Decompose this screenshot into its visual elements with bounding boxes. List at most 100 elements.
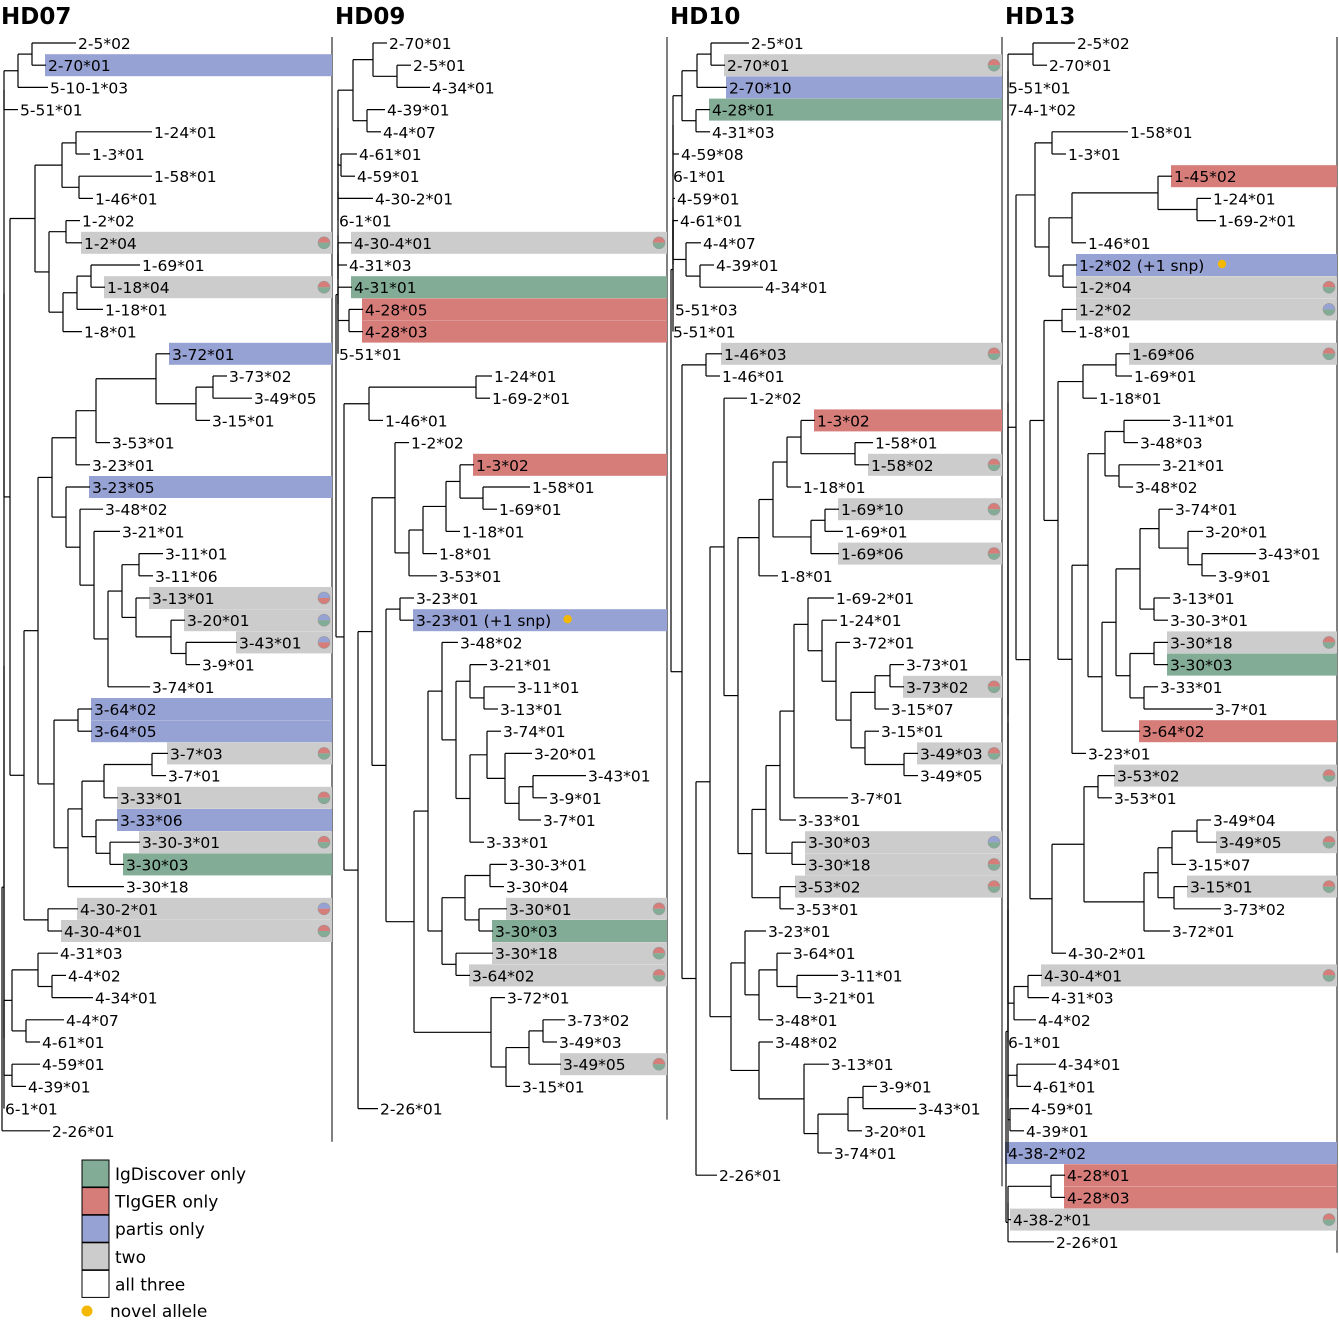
legend-label: partis only xyxy=(115,1220,205,1240)
pie-icon-bottom xyxy=(988,65,1000,72)
highlight-band-two xyxy=(236,631,332,654)
highlight-band-two xyxy=(903,675,1002,698)
leaf-label: 3-43*01 xyxy=(239,634,302,652)
pie-icon-top xyxy=(1323,347,1335,354)
leaf-label: 3-11*01 xyxy=(1172,412,1235,430)
pie-icon-bottom xyxy=(318,908,330,915)
leaf-label: 3-7*01 xyxy=(543,812,596,830)
leaf-label: 3-9*01 xyxy=(879,1078,932,1096)
leaf-label: 4-4*02 xyxy=(1038,1012,1091,1030)
pie-icon-outline xyxy=(652,236,666,250)
leaf-label: 4-31*03 xyxy=(60,945,123,963)
highlight-band-partis xyxy=(89,476,332,498)
leaf-label: 3-30*18 xyxy=(495,945,558,963)
pie-icon-top xyxy=(1323,303,1335,310)
leaf-label: 3-72*01 xyxy=(507,990,570,1008)
leaf-label: 3-9*01 xyxy=(1218,568,1271,586)
leaf-label: 3-53*01 xyxy=(796,901,859,919)
highlight-band-tigger xyxy=(1171,165,1337,188)
pie-icon-top xyxy=(1323,880,1335,887)
leaf-label: 4-30-2*01 xyxy=(80,901,158,919)
leaf-label: 1-69*10 xyxy=(841,501,904,519)
highlight-band-two xyxy=(139,831,332,854)
leaf-label: 3-48*02 xyxy=(775,1034,838,1052)
leaf-label: 3-73*02 xyxy=(229,368,292,386)
leaf-label: 3-11*01 xyxy=(840,967,903,985)
leaf-label: 4-61*01 xyxy=(359,146,422,164)
leaf-label: 4-39*01 xyxy=(716,257,779,275)
leaf-label: 4-28*01 xyxy=(712,102,775,120)
highlight-band-partis xyxy=(91,698,332,720)
pie-icon-top xyxy=(1323,636,1335,643)
pie-icon-top xyxy=(1323,836,1335,843)
pie-icon-bottom xyxy=(988,686,1000,693)
leaf-label: 3-30*18 xyxy=(126,879,189,897)
leaf-label: 3-48*02 xyxy=(460,634,523,652)
leaf-label: 3-7*01 xyxy=(1215,701,1268,719)
highlight-band-two xyxy=(1076,298,1337,321)
leaf-label: 4-61*01 xyxy=(42,1034,105,1052)
highlight-band-igdiscover xyxy=(351,276,667,299)
highlight-band-tigger xyxy=(1064,1164,1337,1187)
leaf-label: 3-30-3*01 xyxy=(1170,612,1248,630)
legend-swatch-igdiscover xyxy=(81,1159,110,1188)
pie-icon-top xyxy=(318,592,330,598)
highlight-band-partis xyxy=(1076,254,1337,276)
leaf-label: 3-49*05 xyxy=(254,390,317,408)
panel-title: HD13 xyxy=(1005,4,1075,30)
legend-label: TIgGER only xyxy=(114,1193,218,1213)
leaf-label: 3-20*01 xyxy=(534,745,597,763)
pie-icon-bottom xyxy=(318,753,330,760)
leaf-label: 1-58*01 xyxy=(1130,124,1193,142)
leaf-label: 1-2*02 xyxy=(411,435,464,453)
leaf-label: 1-3*01 xyxy=(1068,146,1121,164)
highlight-band-partis xyxy=(169,342,332,365)
leaf-label: 1-18*01 xyxy=(1099,390,1162,408)
highlight-band-partis xyxy=(117,809,332,831)
leaf-label: 1-24*01 xyxy=(154,124,217,142)
panel-hd09: HD09 2-70*01 2-5*01 4-34*01 4-39*01 4-4*07 4-6… xyxy=(335,4,668,1120)
legend-swatch-tigger xyxy=(81,1187,110,1216)
leaf-label: 4-31*03 xyxy=(712,124,775,142)
pie-icon-bottom xyxy=(1323,287,1335,294)
leaf-label: 2-70*01 xyxy=(1049,57,1112,75)
pie-icon-top xyxy=(988,880,1000,887)
pie-icon-top xyxy=(318,614,330,621)
leaf-label: 1-69*01 xyxy=(1134,368,1197,386)
leaf-label: 3-73*01 xyxy=(906,657,969,675)
leaf-label: 3-64*02 xyxy=(472,967,535,985)
pie-icon-bottom xyxy=(653,908,665,915)
pie-icon-top xyxy=(318,281,330,288)
highlight-band-two xyxy=(1187,875,1337,898)
pie-icon-top xyxy=(318,925,330,931)
leaf-label: 3-43*01 xyxy=(1258,546,1321,564)
highlight-band-two xyxy=(868,453,1002,476)
leaf-label: 3-21*01 xyxy=(489,657,552,675)
leaf-label: 3-53*01 xyxy=(1114,790,1177,808)
highlight-band-two xyxy=(81,231,332,254)
highlight-band-two xyxy=(805,831,1002,854)
leaf-label: 4-28*05 xyxy=(365,301,428,319)
leaf-label: 1-69*01 xyxy=(845,523,908,541)
leaf-label: 4-4*02 xyxy=(68,967,121,985)
pie-icon-top xyxy=(318,836,330,843)
pie-icon-top xyxy=(653,902,665,909)
pie-icon-outline xyxy=(987,58,1001,72)
leaf-label: 1-3*02 xyxy=(476,457,529,475)
leaf-label: 4-30-4*01 xyxy=(1044,967,1122,985)
pie-icon-outline xyxy=(1322,303,1336,316)
leaf-label: 3-72*01 xyxy=(1172,923,1235,941)
leaf-label: 3-21*01 xyxy=(813,990,876,1008)
leaf-label: 3-23*01 xyxy=(416,590,479,608)
leaf-label: 3-64*02 xyxy=(94,701,157,719)
leaf-label: 3-30*03 xyxy=(495,923,558,941)
highlight-band-two xyxy=(117,786,332,809)
leaf-label: 3-49*05 xyxy=(920,768,983,786)
leaf-label: 2-26*01 xyxy=(1056,1234,1119,1252)
leaf-label: 4-28*01 xyxy=(1067,1167,1130,1185)
highlight-band-two xyxy=(492,942,667,965)
panel-title: HD07 xyxy=(1,4,71,30)
leaf-label: 3-21*01 xyxy=(122,523,185,541)
leaf-label: 3-30*01 xyxy=(509,901,572,919)
